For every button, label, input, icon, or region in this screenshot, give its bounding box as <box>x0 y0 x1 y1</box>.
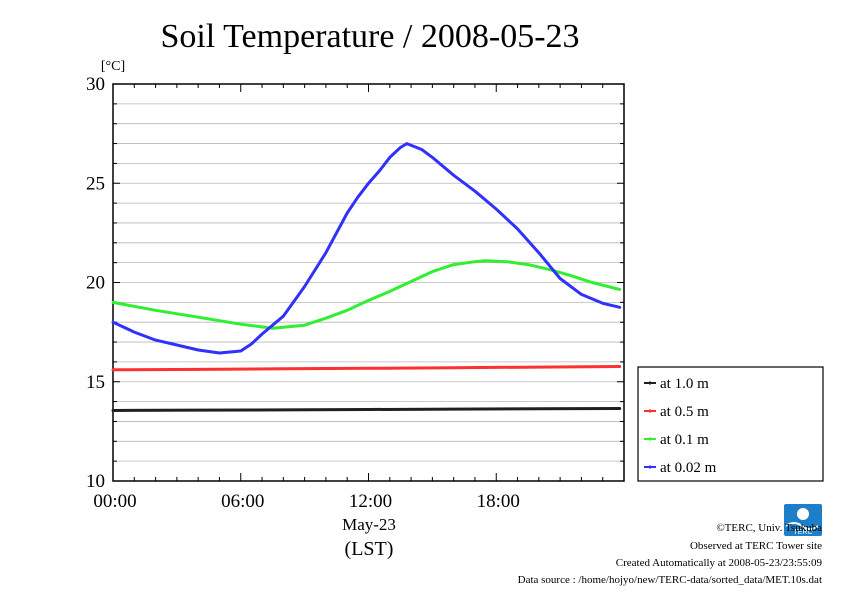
legend-label: at 1.0 m <box>660 376 709 392</box>
y-tick-label: 20 <box>86 273 105 294</box>
x-tick-label: 00:00 <box>93 491 136 512</box>
footer-observed: Observed at TERC Tower site <box>690 540 822 552</box>
footer-source: Data source : /home/hojyo/new/TERC-data/… <box>518 574 822 586</box>
legend-label: at 0.02 m <box>660 460 717 476</box>
terc-logo-wave <box>785 522 819 530</box>
legend-label: at 0.5 m <box>660 404 709 420</box>
y-tick-label: 30 <box>86 74 105 95</box>
legend: at 1.0 m at 0.5 m at 0.1 m at 0.02 m <box>637 366 824 482</box>
y-axis-unit: [°C] <box>101 59 125 74</box>
series-lines <box>111 142 622 412</box>
series-line <box>111 407 622 412</box>
terc-logo: TERC <box>784 504 822 536</box>
y-tick-label: 25 <box>86 173 105 194</box>
footer-copyright: ©TERC, Univ. Tsukuba <box>716 522 822 534</box>
x-date-label: May-23 <box>342 515 396 534</box>
y-tick-label: 15 <box>86 372 105 393</box>
chart-title: Soil Temperature / 2008-05-23 <box>160 18 579 55</box>
legend-label: at 0.1 m <box>660 432 709 448</box>
series-line <box>111 365 622 372</box>
x-axis: 00:00 06:00 12:00 18:00 <box>93 84 625 512</box>
x-tick-label: 06:00 <box>221 491 264 512</box>
x-tick-label: 12:00 <box>349 491 392 512</box>
terc-logo-drop <box>797 508 809 520</box>
series-line <box>111 142 622 355</box>
y-tick-label: 10 <box>86 471 105 492</box>
legend-box <box>637 366 824 482</box>
terc-logo-text: TERC <box>793 529 812 536</box>
grid-lines <box>113 103 624 462</box>
y-axis: 10 15 20 25 30 <box>86 74 624 492</box>
x-axis-label: (LST) <box>345 538 394 560</box>
footer-created: Created Automatically at 2008-05-23/23:5… <box>616 557 823 569</box>
x-tick-label: 18:00 <box>477 491 520 512</box>
series-line <box>111 259 622 330</box>
